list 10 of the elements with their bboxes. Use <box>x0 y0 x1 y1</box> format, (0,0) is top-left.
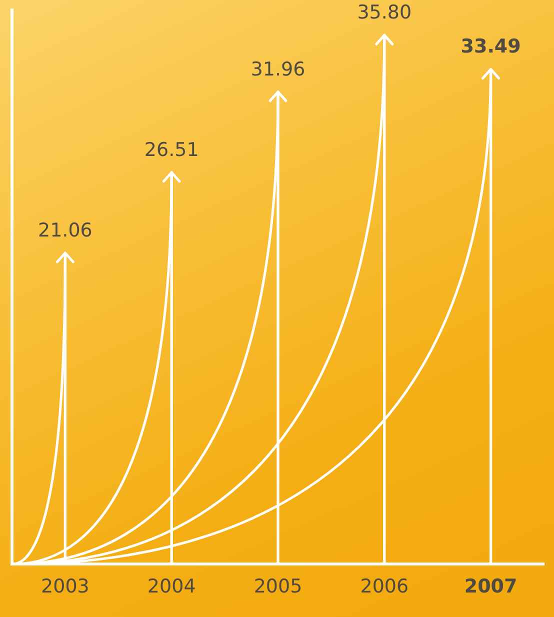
data-label: 21.06 <box>38 219 92 242</box>
data-label: 26.51 <box>144 138 199 161</box>
x-tick-label: 2004 <box>147 576 196 598</box>
x-tick-label: 2003 <box>41 576 90 598</box>
data-label: 35.80 <box>357 2 412 24</box>
data-label: 31.96 <box>250 58 306 80</box>
x-tick-label: 2006 <box>360 576 409 598</box>
x-tick-label: 2005 <box>254 576 302 598</box>
data-label: 33.49 <box>460 36 521 58</box>
x-tick-label: 2007 <box>464 576 518 598</box>
